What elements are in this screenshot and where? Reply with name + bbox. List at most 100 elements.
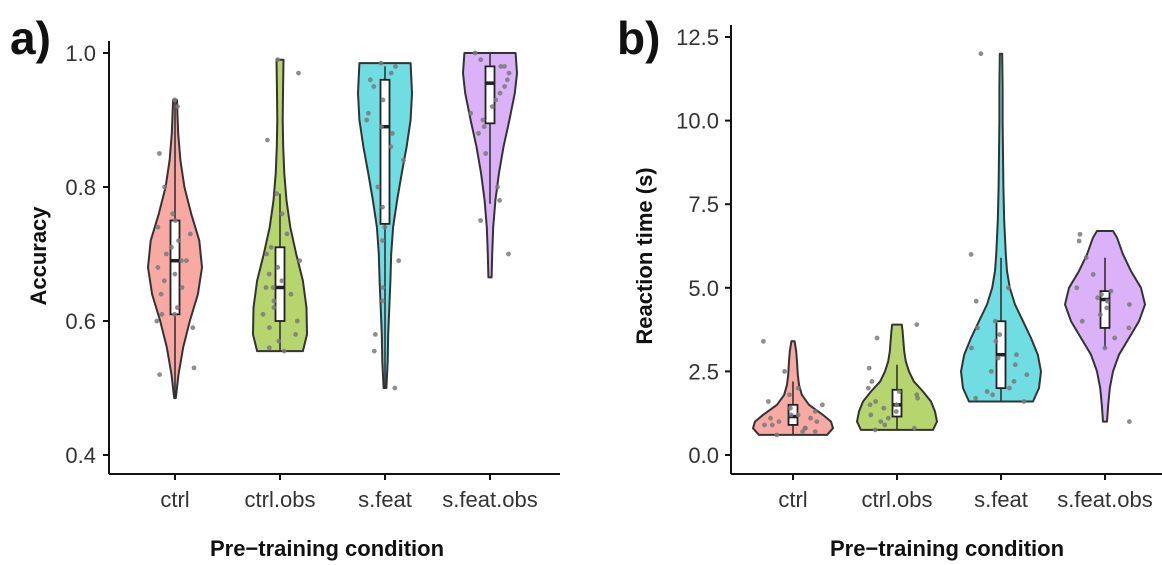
x-tick-label-ctrl.obs: ctrl.obs (862, 487, 933, 512)
data-point-ctrl (170, 211, 176, 217)
data-point-ctrl.obs (867, 402, 873, 408)
data-point-s.feat.obs (502, 84, 507, 89)
data-point-ctrl (172, 218, 178, 223)
data-point-ctrl.obs (266, 271, 272, 277)
panel-a-y-axis-title: Accuracy (26, 206, 51, 306)
data-point-s.feat (993, 338, 999, 344)
data-point-ctrl (812, 429, 818, 434)
data-point-s.feat.obs (1108, 288, 1114, 294)
panel-a-plot: 0.4 0.6 0.8 1.0 ctrl ctrl.obs s.feat s.feat.obs (65, 41, 560, 512)
data-point-s.feat (973, 298, 979, 304)
data-point-ctrl (158, 291, 164, 297)
data-point-s.feat.obs (497, 198, 502, 203)
data-point-s.feat (380, 298, 385, 304)
data-point-s.feat.obs (504, 77, 510, 83)
data-point-ctrl.obs (271, 305, 277, 310)
data-point-ctrl.obs (281, 348, 287, 354)
data-point-s.feat (389, 131, 395, 136)
data-point-ctrl.obs (894, 402, 899, 408)
data-point-s.feat (990, 392, 995, 398)
data-point-s.feat.obs (480, 117, 486, 123)
data-point-s.feat (995, 355, 1001, 361)
data-point-s.feat (393, 64, 398, 69)
data-point-ctrl (800, 429, 805, 434)
data-point-s.feat (969, 345, 974, 351)
data-point-ctrl (176, 238, 182, 244)
panel-a-label: a) (10, 12, 51, 64)
data-point-s.feat (373, 332, 378, 337)
data-point-ctrl.obs (878, 419, 884, 424)
data-point-ctrl (155, 265, 161, 270)
data-point-ctrl (172, 271, 178, 277)
x-tick-label-s.feat: s.feat (974, 487, 1028, 512)
data-point-s.feat.obs (1104, 305, 1110, 311)
data-point-ctrl (175, 305, 180, 310)
data-point-ctrl.obs (896, 389, 902, 394)
data-point-s.feat (371, 348, 377, 354)
data-point-s.feat (1014, 352, 1019, 358)
data-point-ctrl.obs (297, 258, 303, 264)
box-s.feat.obs (484, 65, 496, 125)
data-point-ctrl (161, 278, 167, 284)
data-point-ctrl (768, 415, 773, 421)
data-point-ctrl (187, 231, 193, 237)
panel-b-plot: 0.0 2.5 5.0 7.5 10.0 12.5 ctrl ctrl.obs s.feat s.… (676, 25, 1162, 512)
data-point-ctrl.obs (275, 57, 281, 63)
data-point-s.feat (1007, 385, 1012, 391)
data-point-ctrl.obs (288, 291, 294, 297)
x-tick-label-ctrl: ctrl (160, 487, 189, 512)
data-point-ctrl.obs (263, 285, 269, 290)
data-point-ctrl (782, 369, 787, 374)
data-point-s.feat (388, 144, 394, 150)
data-point-s.feat (378, 60, 384, 66)
data-point-s.feat.obs (476, 131, 481, 136)
data-point-s.feat.obs (506, 70, 512, 76)
data-point-ctrl (795, 385, 801, 391)
data-point-ctrl (157, 372, 163, 377)
data-point-ctrl.obs (866, 365, 872, 371)
data-point-ctrl.obs (274, 191, 280, 197)
data-point-ctrl.obs (276, 338, 282, 344)
x-tick-label-s.feat.obs: s.feat.obs (1057, 487, 1152, 512)
data-point-s.feat.obs (495, 184, 500, 190)
data-point-s.feat.obs (472, 50, 478, 56)
data-point-ctrl.obs (265, 137, 270, 143)
data-point-s.feat.obs (481, 124, 487, 130)
data-point-s.feat.obs (1105, 298, 1110, 304)
data-point-s.feat (978, 51, 984, 57)
data-point-ctrl (766, 399, 771, 404)
data-point-s.feat.obs (478, 57, 484, 63)
data-point-ctrl (769, 422, 775, 428)
data-point-s.feat (1012, 362, 1018, 368)
data-point-s.feat.obs (1079, 318, 1085, 324)
data-point-ctrl.obs (275, 265, 281, 270)
x-tick-label-s.feat: s.feat (358, 487, 412, 512)
x-tick-label-ctrl.obs: ctrl.obs (245, 487, 316, 512)
data-point-ctrl.obs (873, 399, 879, 404)
data-point-ctrl (761, 338, 766, 344)
y-tick-label: 2.5 (688, 359, 719, 384)
data-point-ctrl (190, 325, 196, 331)
data-point-ctrl.obs (284, 231, 290, 237)
data-point-ctrl.obs (874, 335, 880, 341)
data-point-ctrl.obs (294, 318, 300, 324)
data-point-s.feat (380, 238, 385, 244)
y-tick-label: 12.5 (676, 25, 719, 50)
data-point-s.feat (380, 97, 386, 103)
data-point-ctrl (179, 258, 184, 264)
data-point-s.feat (396, 258, 402, 264)
y-tick-label: 0.0 (688, 443, 719, 468)
data-point-ctrl (788, 405, 793, 411)
data-point-s.feat.obs (1112, 335, 1118, 341)
data-point-s.feat (988, 369, 994, 374)
data-point-ctrl.obs (267, 325, 272, 331)
data-point-ctrl.obs (279, 211, 285, 217)
data-point-s.feat.obs (1097, 312, 1103, 317)
y-tick-label: 0.4 (65, 443, 96, 468)
data-point-s.feat.obs (483, 151, 489, 156)
data-point-s.feat (379, 124, 384, 130)
data-point-ctrl (814, 419, 820, 424)
data-point-s.feat.obs (1076, 238, 1082, 244)
data-point-ctrl.obs (271, 298, 277, 304)
data-point-s.feat (364, 117, 370, 123)
